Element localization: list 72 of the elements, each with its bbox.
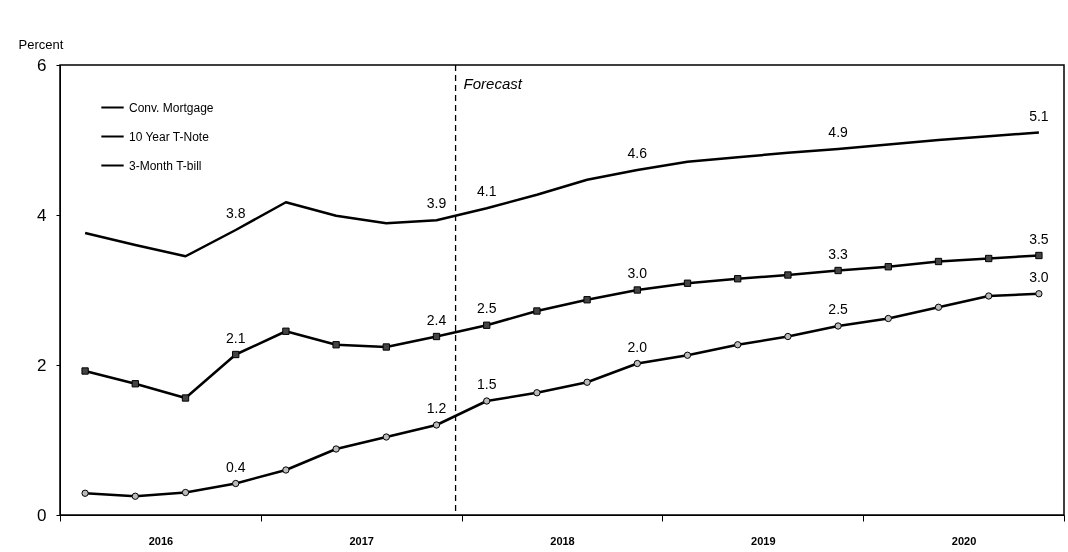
point <box>583 378 591 386</box>
point <box>683 351 692 359</box>
point <box>282 466 290 474</box>
data-label: 1.5 <box>476 376 497 392</box>
y-tick-label: 0 <box>37 505 47 525</box>
point <box>131 492 139 500</box>
point <box>834 266 842 275</box>
legend-label: 3-Month T-bill <box>129 158 202 173</box>
point <box>181 488 190 497</box>
data-label: 2.5 <box>828 301 849 317</box>
data-label: 5.1 <box>1029 107 1049 124</box>
point <box>934 303 943 311</box>
y-tick-label: 6 <box>37 55 47 75</box>
legend-label: Conv. Mortgage <box>129 100 214 115</box>
point <box>734 341 742 349</box>
point <box>934 257 943 266</box>
point <box>884 314 892 323</box>
point <box>583 296 591 304</box>
point <box>483 397 491 405</box>
point <box>1035 290 1043 298</box>
legend-label: 10 Year T-Note <box>129 129 210 144</box>
data-label: 1.2 <box>426 400 447 416</box>
point <box>1035 251 1043 260</box>
data-label: 0.4 <box>225 458 246 475</box>
ref-line-label: Forecast <box>463 75 523 92</box>
data-label: 3.0 <box>1029 268 1049 285</box>
point <box>533 389 541 397</box>
data-label: 2.5 <box>476 300 497 317</box>
point <box>181 394 190 402</box>
data-label: 4.1 <box>476 183 497 200</box>
data-label: 3.5 <box>1029 230 1049 247</box>
x-tick-label: 2019 <box>751 534 776 547</box>
point <box>985 254 993 263</box>
point <box>382 343 390 351</box>
data-label: 3.8 <box>225 205 246 221</box>
data-label: 4.9 <box>828 124 849 140</box>
point <box>332 341 340 349</box>
point <box>784 332 792 341</box>
point <box>483 321 491 329</box>
point <box>834 322 842 330</box>
data-label: 2.4 <box>426 311 447 328</box>
point <box>734 275 742 283</box>
point <box>81 489 89 497</box>
point <box>683 279 692 287</box>
data-label: 2.1 <box>225 329 246 346</box>
point <box>81 367 89 375</box>
point <box>432 421 441 429</box>
point <box>232 350 240 359</box>
y-tick-label: 2 <box>37 355 47 375</box>
point <box>985 292 993 300</box>
x-tick-label: 2018 <box>550 534 575 547</box>
y-axis-title: Percent <box>18 36 64 52</box>
point <box>282 327 290 335</box>
point <box>232 479 240 488</box>
data-label: 3.3 <box>828 245 849 262</box>
point <box>432 332 441 341</box>
point <box>884 263 892 271</box>
point <box>332 445 340 453</box>
data-label: 3.9 <box>426 195 447 212</box>
point <box>633 359 641 368</box>
point <box>784 271 792 279</box>
data-label: 4.6 <box>627 145 648 161</box>
data-label: 3.0 <box>627 265 648 281</box>
point <box>382 433 390 441</box>
y-tick-label: 4 <box>37 205 47 225</box>
data-label: 2.0 <box>627 338 648 355</box>
x-tick-label: 2017 <box>349 534 374 547</box>
x-tick-label: 2016 <box>148 534 174 547</box>
point <box>131 380 139 388</box>
point <box>633 286 641 294</box>
x-tick-label: 2020 <box>951 534 977 547</box>
point <box>533 307 541 315</box>
